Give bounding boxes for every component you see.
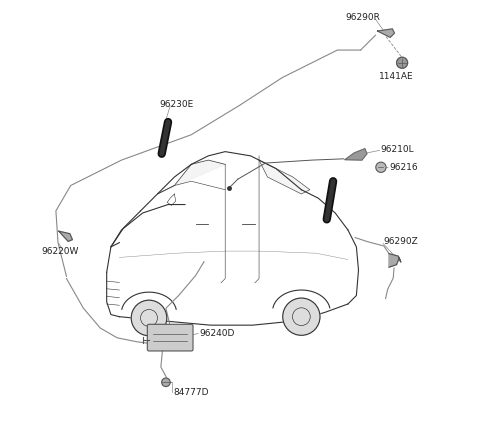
- Polygon shape: [389, 253, 401, 267]
- Text: 84777D: 84777D: [173, 388, 209, 397]
- Polygon shape: [157, 160, 225, 194]
- Polygon shape: [345, 149, 367, 160]
- Circle shape: [396, 57, 408, 68]
- Text: 1141AE: 1141AE: [379, 72, 414, 81]
- Text: 96240D: 96240D: [199, 329, 234, 338]
- FancyBboxPatch shape: [147, 324, 193, 351]
- Text: 96210L: 96210L: [381, 145, 414, 154]
- Polygon shape: [59, 231, 72, 242]
- Circle shape: [376, 162, 386, 173]
- Text: 96290R: 96290R: [345, 12, 380, 22]
- Polygon shape: [259, 160, 310, 194]
- Circle shape: [283, 298, 320, 335]
- Polygon shape: [378, 29, 395, 37]
- Circle shape: [162, 378, 170, 386]
- Circle shape: [131, 300, 167, 336]
- Text: 96290Z: 96290Z: [383, 237, 418, 246]
- Text: 96220W: 96220W: [41, 248, 78, 256]
- Text: 96230E: 96230E: [159, 100, 193, 109]
- Text: 96216: 96216: [389, 163, 418, 172]
